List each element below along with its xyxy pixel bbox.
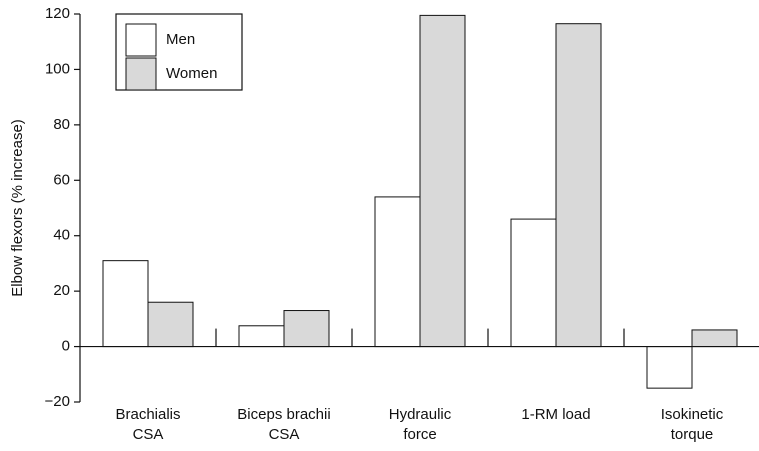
legend-swatch (125, 23, 157, 57)
x-tick-label: Hydraulic force (389, 406, 452, 443)
legend-label: Men (166, 31, 195, 48)
y-tick-label: 80 (53, 116, 70, 133)
bar (374, 196, 421, 348)
x-tick-label: 1-RM load (521, 406, 590, 423)
bar (102, 260, 149, 348)
legend-swatch (125, 57, 157, 91)
bar (646, 346, 693, 389)
y-tick-label: −20 (45, 393, 70, 410)
bar (510, 218, 557, 348)
x-tick-label: Biceps brachii CSA (237, 406, 330, 443)
legend-label: Women (166, 65, 217, 82)
bar (555, 23, 602, 348)
y-tick-label: 100 (45, 60, 70, 77)
y-tick-label: 60 (53, 171, 70, 188)
x-tick-label: Isokinetic torque (661, 406, 724, 443)
y-tick-label: 20 (53, 282, 70, 299)
y-tick-label: 120 (45, 5, 70, 22)
bar (147, 301, 194, 348)
y-axis-label: Elbow flexors (% increase) (9, 119, 26, 297)
y-tick-label: 0 (62, 338, 70, 355)
bar (238, 325, 285, 348)
bar (691, 329, 738, 348)
y-tick-label: 40 (53, 227, 70, 244)
bar (419, 14, 466, 348)
x-tick-label: Brachialis CSA (115, 406, 180, 443)
bar (283, 310, 330, 348)
